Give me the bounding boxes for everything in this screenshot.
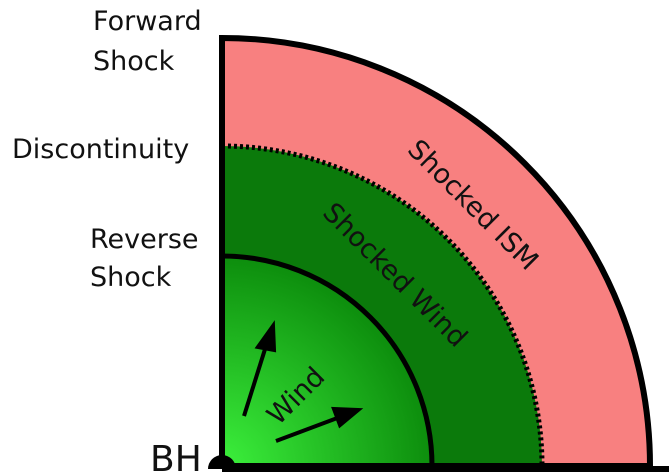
bh-label: BH	[150, 439, 202, 473]
diagram: Forward Shock Discontinuity Reverse Shoc…	[0, 0, 669, 473]
forward-label: Shock	[93, 46, 175, 77]
discontinuity-label: Discontinuity	[12, 134, 189, 165]
reverse-label: Reverse	[90, 224, 199, 255]
reverse-label: Shock	[90, 262, 172, 293]
forward-label: Forward	[93, 6, 202, 37]
